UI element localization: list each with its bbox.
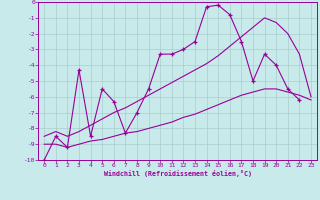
X-axis label: Windchill (Refroidissement éolien,°C): Windchill (Refroidissement éolien,°C) — [104, 170, 252, 177]
